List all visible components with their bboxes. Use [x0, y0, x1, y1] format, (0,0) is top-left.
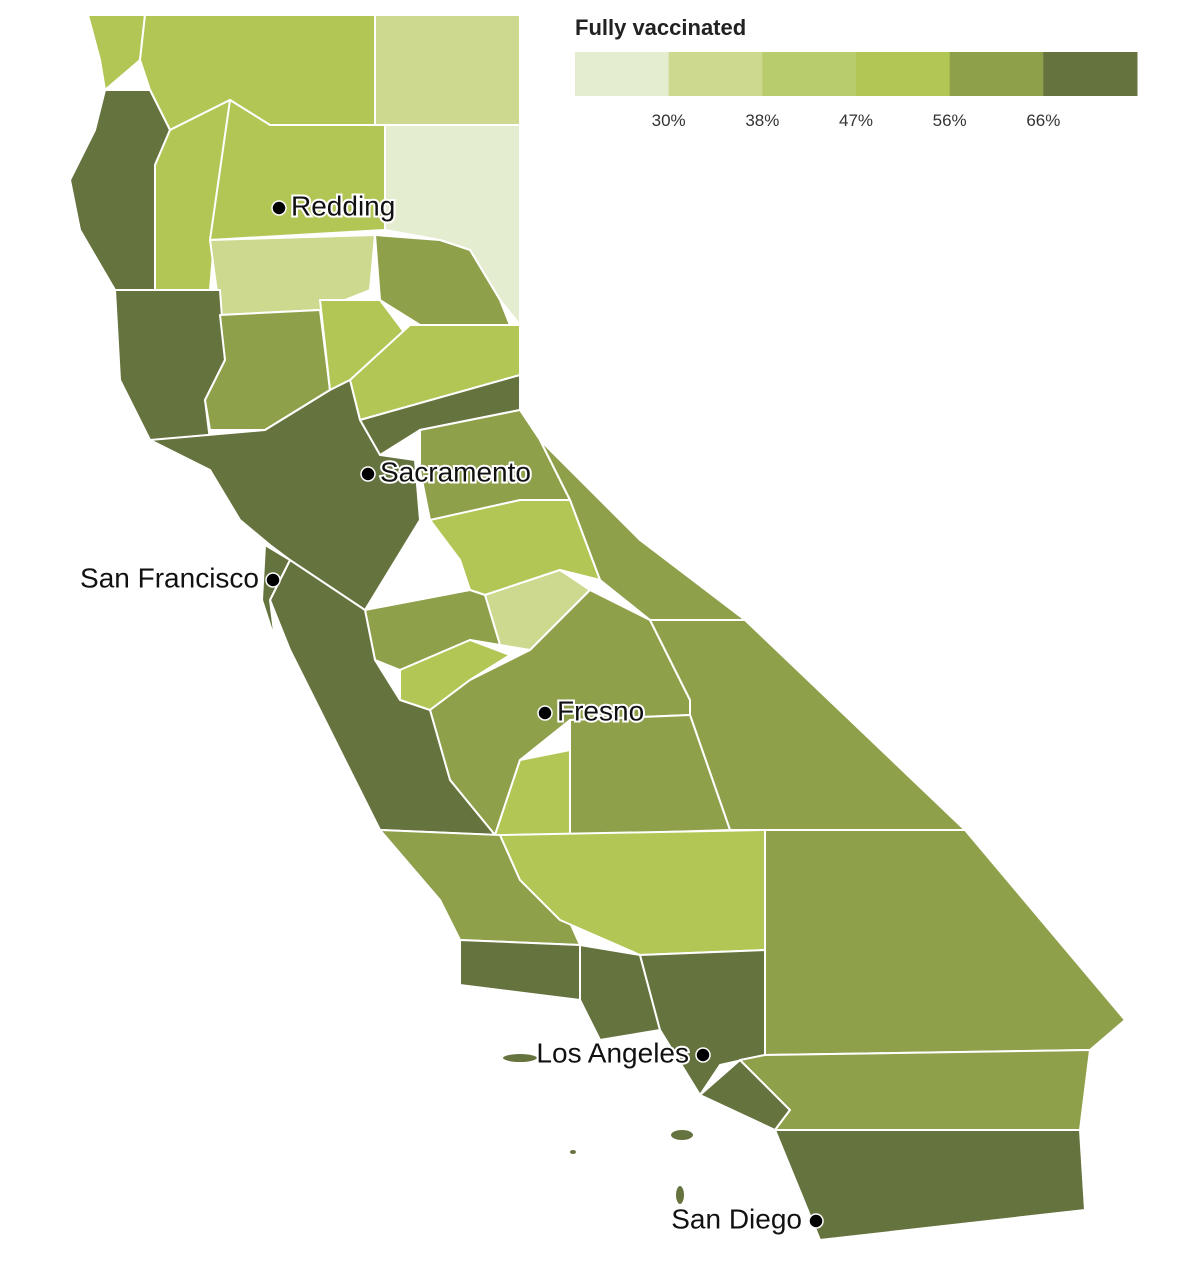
county: [764, 829, 1126, 1056]
legend-tick-label: 30%: [652, 111, 686, 130]
legend-tick-label: 66%: [1026, 111, 1060, 130]
island: [669, 1128, 695, 1142]
city-dot: [537, 705, 553, 721]
legend-tick-label: 38%: [745, 111, 779, 130]
county: [374, 14, 521, 126]
county: [87, 14, 146, 91]
county: [149, 379, 421, 611]
legend: Fully vaccinated 30% 38% 47% 56% 66%: [575, 15, 1138, 130]
island: [501, 1052, 539, 1064]
county: [774, 1129, 1086, 1241]
legend-tick-label: 56%: [933, 111, 967, 130]
city-dot: [808, 1213, 824, 1229]
city-dot: [695, 1047, 711, 1063]
county: [374, 234, 511, 326]
county: [639, 949, 766, 1096]
county: [579, 944, 661, 1041]
cities: Redding Sacramento San Francisco Fresno Los …: [78, 188, 824, 1236]
county: [269, 559, 496, 836]
county: [261, 544, 291, 641]
city-label: Fresno: [557, 695, 644, 726]
legend-swatch: [668, 52, 763, 96]
legend-swatch: [949, 52, 1044, 96]
county: [139, 14, 376, 131]
legend-tick-label: 47%: [839, 111, 873, 130]
city-label: San Diego: [671, 1203, 802, 1234]
county: [459, 939, 581, 1001]
city-label: Los Angeles: [536, 1037, 689, 1068]
legend-swatch: [762, 52, 857, 96]
legend-title: Fully vaccinated: [575, 15, 746, 40]
counties: [69, 14, 1126, 1241]
city-dot: [360, 466, 376, 482]
legend-swatch: [1043, 52, 1138, 96]
island: [568, 1148, 578, 1156]
legend-swatch: [856, 52, 951, 96]
county: [739, 1049, 1091, 1131]
island: [674, 1184, 686, 1206]
city-label: Sacramento: [380, 456, 531, 487]
city-label: San Francisco: [80, 562, 259, 593]
county: [364, 589, 501, 671]
city-label: Redding: [291, 190, 395, 221]
city-dot: [265, 572, 281, 588]
city-dot: [271, 200, 287, 216]
legend-swatch: [575, 52, 670, 96]
